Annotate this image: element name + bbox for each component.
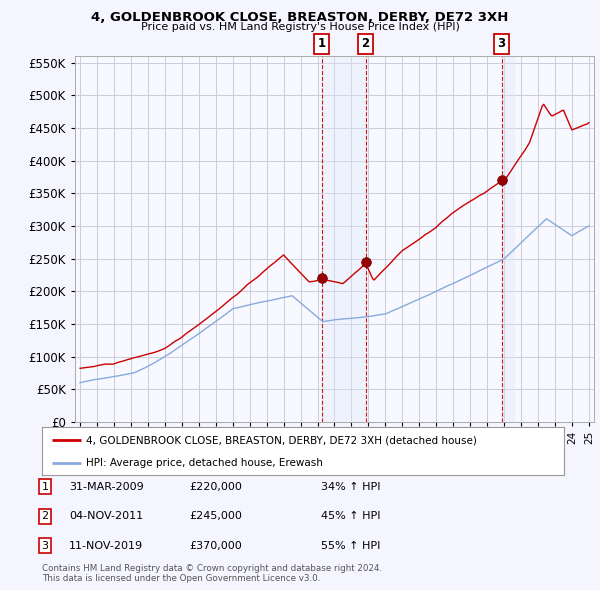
Text: 3: 3 [41, 541, 49, 550]
Text: 04-NOV-2011: 04-NOV-2011 [69, 512, 143, 521]
Text: HPI: Average price, detached house, Erewash: HPI: Average price, detached house, Erew… [86, 458, 323, 468]
Text: 1: 1 [41, 482, 49, 491]
Text: £245,000: £245,000 [189, 512, 242, 521]
Bar [322, 56, 365, 422]
Text: 34% ↑ HPI: 34% ↑ HPI [321, 482, 380, 491]
Text: £220,000: £220,000 [189, 482, 242, 491]
Text: 3: 3 [497, 38, 506, 51]
Text: 4, GOLDENBROOK CLOSE, BREASTON, DERBY, DE72 3XH: 4, GOLDENBROOK CLOSE, BREASTON, DERBY, D… [91, 11, 509, 24]
Text: Price paid vs. HM Land Registry's House Price Index (HPI): Price paid vs. HM Land Registry's House … [140, 22, 460, 32]
Text: 55% ↑ HPI: 55% ↑ HPI [321, 541, 380, 550]
Text: Contains HM Land Registry data © Crown copyright and database right 2024.
This d: Contains HM Land Registry data © Crown c… [42, 563, 382, 583]
Bar [502, 56, 514, 422]
Text: 45% ↑ HPI: 45% ↑ HPI [321, 512, 380, 521]
Text: 11-NOV-2019: 11-NOV-2019 [69, 541, 143, 550]
Text: 2: 2 [361, 38, 370, 51]
Text: 2: 2 [41, 512, 49, 521]
Text: 1: 1 [318, 38, 326, 51]
Text: 4, GOLDENBROOK CLOSE, BREASTON, DERBY, DE72 3XH (detached house): 4, GOLDENBROOK CLOSE, BREASTON, DERBY, D… [86, 435, 477, 445]
Text: £370,000: £370,000 [189, 541, 242, 550]
Text: 31-MAR-2009: 31-MAR-2009 [69, 482, 144, 491]
